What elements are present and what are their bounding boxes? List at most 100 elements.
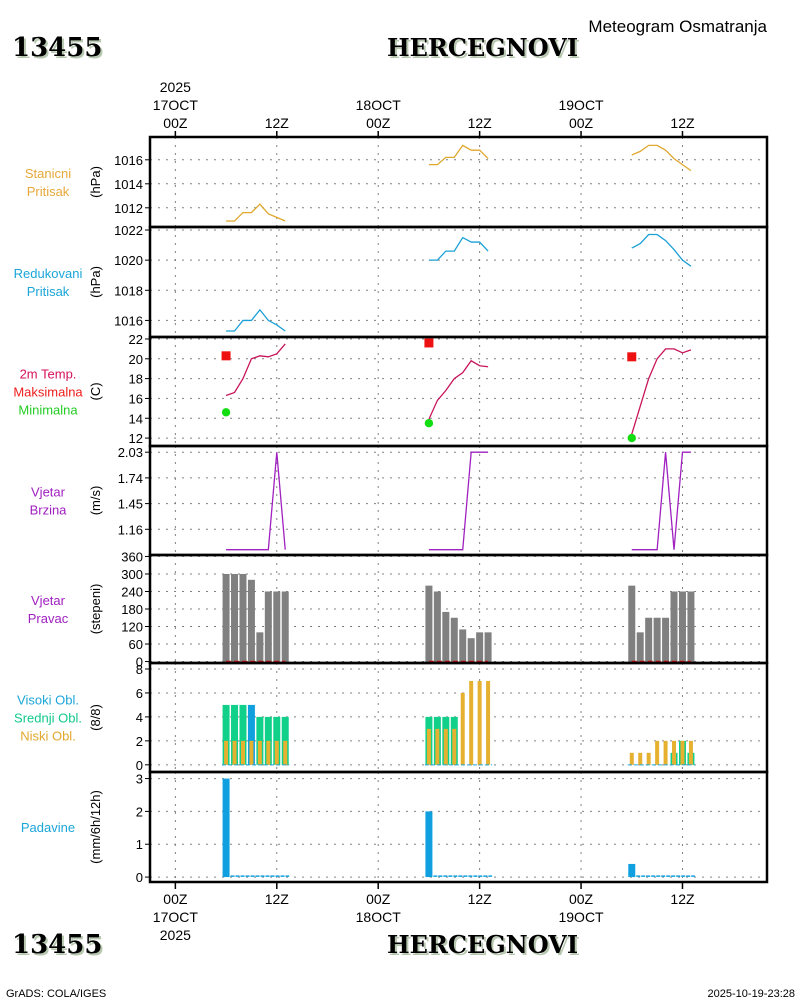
temperature-line xyxy=(428,359,489,420)
wind-direction-bar xyxy=(239,573,247,663)
wind-direction-bar xyxy=(670,591,678,663)
y-tick-label: 8 xyxy=(136,662,143,677)
bottom-time-axis: 00Z 17OCT 2025 12Z 00Z 18OCT 12Z 00Z 19OCT 12Z xyxy=(153,882,695,943)
wind-direction-bar xyxy=(687,591,695,663)
top-tick-label: 12Z xyxy=(670,115,695,131)
wind-direction-bar xyxy=(247,579,255,663)
series-label: Pritisak xyxy=(27,284,70,299)
wind-direction-bar xyxy=(459,629,467,663)
wind-direction-bar xyxy=(433,591,441,663)
y-tick-label: 120 xyxy=(121,620,143,635)
series-label: Stanicni xyxy=(25,166,71,181)
min-temp-marker xyxy=(221,408,231,417)
bottom-tick-label: 00Z xyxy=(163,891,188,907)
low-cloud-bar xyxy=(443,728,448,765)
bottom-year-label: 2025 xyxy=(160,927,191,943)
series-label: Srednji Obl. xyxy=(14,711,82,726)
series-label: 2m Temp. xyxy=(20,367,77,382)
low-cloud-bar xyxy=(460,692,465,765)
y-tick-label: 2 xyxy=(136,734,143,749)
top-tick-label: 12Z xyxy=(468,115,493,131)
top-tick-label: 12Z xyxy=(265,115,290,131)
y-tick-label: 0 xyxy=(136,655,143,670)
high-cloud-bar xyxy=(247,704,255,765)
top-time-axis: 00Z 17OCT 2025 12Z 00Z 18OCT 12Z 00Z 19OCT 12Z xyxy=(153,79,695,137)
station-pressure-line xyxy=(631,144,692,172)
series-label: Pritisak xyxy=(27,184,70,199)
y-tick-label: 1020 xyxy=(114,253,143,268)
station-pressure-line xyxy=(226,203,286,222)
bottom-tick-label: 00Z xyxy=(366,891,391,907)
top-date-label: 18OCT xyxy=(356,97,402,113)
y-tick-label: 1016 xyxy=(114,313,143,328)
y-axis-label: (8/8) xyxy=(88,704,103,731)
series-label: Maksimalna xyxy=(13,385,83,400)
series-label: Minimalna xyxy=(18,403,78,418)
wind-direction-bar xyxy=(264,591,272,663)
panel-reduced-pressure: 1016 1018 1020 1022 (hPa) Redukovani Pritisak xyxy=(14,223,769,339)
y-tick-label: 14 xyxy=(129,411,143,426)
panel-cloud-cover: 0 2 4 6 8 (8/8) Visoki Obl. Srednji Obl. Niski O… xyxy=(14,661,769,774)
max-temp-marker xyxy=(424,338,434,348)
low-cloud-bar xyxy=(477,680,482,765)
y-tick-label: 20 xyxy=(129,352,143,367)
low-cloud-bar xyxy=(435,728,440,765)
y-axis-label: (hPa) xyxy=(88,166,103,198)
temperature-line xyxy=(631,348,692,435)
wind-direction-bar xyxy=(281,591,289,663)
series-label: Padavine xyxy=(21,820,75,835)
low-cloud-bar xyxy=(274,740,279,765)
wind-direction-bar xyxy=(442,611,450,663)
station-name-top: HERCEGNOVI xyxy=(387,33,578,62)
y-tick-label: 6 xyxy=(136,686,143,701)
wind-direction-bar xyxy=(467,638,475,663)
low-cloud-bar xyxy=(266,740,271,765)
y-tick-label: 0 xyxy=(136,758,143,773)
precipitation-bar xyxy=(222,778,230,878)
bottom-date-label: 19OCT xyxy=(558,909,604,925)
series-label: Vjetar xyxy=(31,485,66,500)
wind-direction-bar xyxy=(653,617,661,663)
top-date-label: 19OCT xyxy=(558,97,604,113)
y-tick-label: 1.45 xyxy=(118,497,143,512)
y-tick-label: 0 xyxy=(136,870,143,885)
y-axis-label: (hPa) xyxy=(88,266,103,298)
mid-cloud-bar xyxy=(231,704,239,765)
y-tick-label: 360 xyxy=(121,549,143,564)
chart-subtitle: Meteogram Osmatranja xyxy=(588,17,767,36)
wind-direction-bar xyxy=(231,573,239,663)
y-tick-label: 2 xyxy=(136,804,143,819)
y-tick-label: 60 xyxy=(129,637,143,652)
station-name-top-shadow: HERCEGNOVI xyxy=(389,35,580,64)
wind-speed-line xyxy=(631,451,691,551)
top-date-label: 17OCT xyxy=(153,97,199,113)
max-temp-marker xyxy=(627,352,637,362)
bottom-tick-label: 12Z xyxy=(670,891,695,907)
y-tick-label: 1022 xyxy=(114,223,143,238)
station-id-top-shadow: 13455 xyxy=(14,35,104,65)
low-cloud-bar xyxy=(452,728,457,765)
credit-text: GrADS: COLA/IGES xyxy=(6,988,106,1000)
bottom-date-label: 17OCT xyxy=(153,909,199,925)
low-cloud-bar xyxy=(680,740,685,765)
wind-direction-bar xyxy=(273,591,281,663)
low-cloud-bar xyxy=(663,740,668,765)
wind-direction-bar xyxy=(450,617,458,663)
station-name-bottom-shadow: HERCEGNOVI xyxy=(389,932,580,961)
y-axis-label: (m/s) xyxy=(88,486,103,516)
wind-direction-bar xyxy=(636,632,644,663)
station-id-bottom: 13455 xyxy=(12,930,102,960)
reduced-pressure-line xyxy=(226,308,286,332)
wind-direction-bar xyxy=(425,585,433,663)
low-cloud-bar xyxy=(426,728,431,765)
panel-wind-direction: 0 60 120 180 240 300 360 (stepeni) Vjetar Pravac xyxy=(28,549,769,670)
wind-direction-bar xyxy=(222,573,230,663)
y-tick-label: 1.74 xyxy=(118,471,143,486)
wind-direction-bar xyxy=(645,617,653,663)
min-temp-marker xyxy=(627,433,636,443)
top-tick-label: 00Z xyxy=(569,115,594,131)
series-label: Redukovani xyxy=(14,266,83,281)
low-cloud-bar xyxy=(646,752,651,765)
panel-precipitation: 0 1 2 3 (mm/6h/12h) Padavine xyxy=(21,770,769,885)
